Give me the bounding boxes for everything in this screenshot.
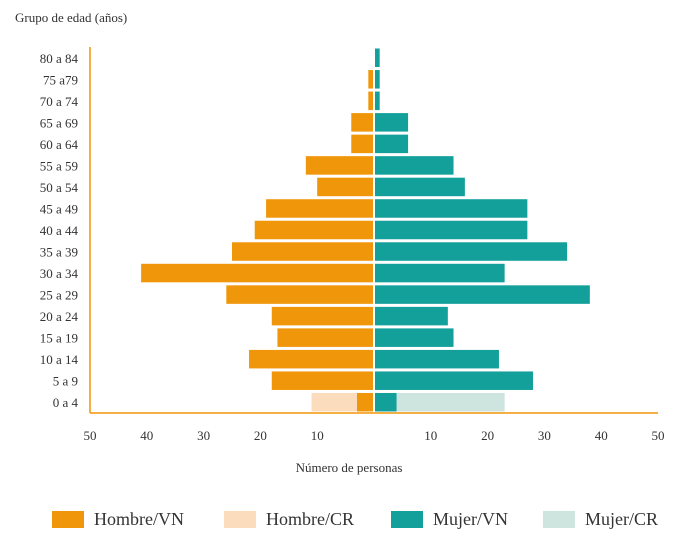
y-tick-label: 0 a 4 — [53, 395, 79, 410]
y-tick-label: 50 a 54 — [40, 180, 79, 195]
bar-hombre-vn — [368, 91, 374, 111]
bar-hombre-vn — [271, 371, 374, 390]
bar-hombre-vn — [351, 113, 374, 132]
bar-mujer-vn — [374, 371, 534, 390]
bar-hombre-vn — [305, 156, 374, 175]
y-tick-label: 70 a 74 — [40, 94, 79, 109]
x-tick-label: 20 — [254, 428, 267, 443]
y-tick-label: 45 a 49 — [40, 201, 78, 216]
bar-mujer-cr — [396, 392, 505, 412]
y-tick-label: 25 a 29 — [40, 288, 78, 303]
legend-swatch-mujer-vn — [391, 510, 423, 528]
x-tick-label: 40 — [140, 428, 153, 443]
bar-hombre-vn — [271, 306, 374, 326]
y-tick-label: 20 a 24 — [40, 309, 79, 324]
y-tick-label: 55 a 59 — [40, 158, 78, 173]
y-tick-label: 15 a 19 — [40, 331, 78, 346]
y-tick-label: 65 a 69 — [40, 115, 78, 130]
bar-mujer-vn — [374, 263, 505, 283]
legend-swatch-mujer-cr — [543, 510, 575, 528]
bar-mujer-vn — [374, 177, 465, 197]
legend-label-mujer-cr: Mujer/CR — [585, 508, 659, 529]
y-tick-label: 60 a 64 — [40, 137, 79, 152]
bar-hombre-vn — [368, 70, 374, 89]
legend-swatch-hombre-cr — [224, 510, 256, 528]
x-tick-label: 20 — [481, 428, 494, 443]
legend-swatch-hombre-vn — [52, 510, 84, 528]
bar-hombre-vn — [232, 242, 374, 261]
bar-hombre-vn — [141, 263, 374, 283]
legend-item-mujer-cr: Mujer/CR — [543, 507, 658, 531]
bar-mujer-vn — [374, 199, 528, 218]
bar-mujer-vn — [374, 220, 528, 240]
bar-hombre-vn — [266, 199, 374, 218]
legend-item-hombre-cr: Hombre/CR — [224, 507, 354, 531]
x-axis-title: Número de personas — [295, 460, 403, 475]
bar-mujer-vn — [374, 349, 499, 369]
y-tick-label: 75 a79 — [43, 72, 78, 87]
legend-item-hombre-vn: Hombre/VN — [52, 507, 184, 531]
y-tick-label: 10 a 14 — [40, 352, 79, 367]
bar-hombre-vn — [249, 349, 374, 369]
bar-mujer-vn — [374, 392, 397, 412]
x-tick-label: 30 — [538, 428, 551, 443]
legend-label-hombre-cr: Hombre/CR — [266, 508, 354, 529]
x-tick-label: 50 — [652, 428, 665, 443]
y-axis-title: Grupo de edad (años) — [15, 10, 128, 25]
legend-label-hombre-vn: Hombre/VN — [94, 508, 184, 529]
bar-hombre-vn — [351, 134, 374, 154]
bar-hombre-vn — [254, 220, 374, 240]
legend-label-mujer-vn: Mujer/VN — [433, 508, 508, 529]
bar-mujer-vn — [374, 306, 448, 326]
population-pyramid-chart: 0 a 4 5 a 9 10 a 14 15 a 19 20 a 24 25 a 29 30… — [40, 47, 665, 443]
bar-hombre-vn — [226, 285, 374, 304]
x-tick-label: 10 — [311, 428, 324, 443]
bar-mujer-vn — [374, 285, 590, 304]
legend-item-mujer-vn: Mujer/VN — [391, 507, 508, 531]
bar-mujer-vn — [374, 48, 380, 68]
bar-hombre-cr — [311, 392, 357, 412]
bar-mujer-vn — [374, 113, 409, 132]
bar-mujer-vn — [374, 134, 409, 154]
bar-hombre-vn — [317, 177, 374, 197]
bar-mujer-vn — [374, 91, 380, 111]
x-tick-label: 10 — [424, 428, 437, 443]
legend: Hombre/VN Hombre/CR Mujer/VN Mujer/CR — [0, 507, 698, 531]
y-tick-label: 35 a 39 — [40, 245, 78, 260]
bar-mujer-vn — [374, 242, 568, 261]
bar-mujer-vn — [374, 156, 454, 175]
y-tick-label: 5 a 9 — [53, 374, 78, 389]
x-tick-label: 50 — [84, 428, 97, 443]
bar-mujer-vn — [374, 70, 380, 89]
bar-hombre-vn — [356, 392, 374, 412]
y-tick-label: 80 a 84 — [40, 51, 79, 66]
bar-hombre-vn — [277, 328, 374, 347]
y-tick-label: 40 a 44 — [40, 223, 79, 238]
x-tick-label: 40 — [595, 428, 608, 443]
bar-mujer-vn — [374, 328, 454, 347]
x-tick-label: 30 — [197, 428, 210, 443]
y-tick-label: 30 a 34 — [40, 266, 79, 281]
